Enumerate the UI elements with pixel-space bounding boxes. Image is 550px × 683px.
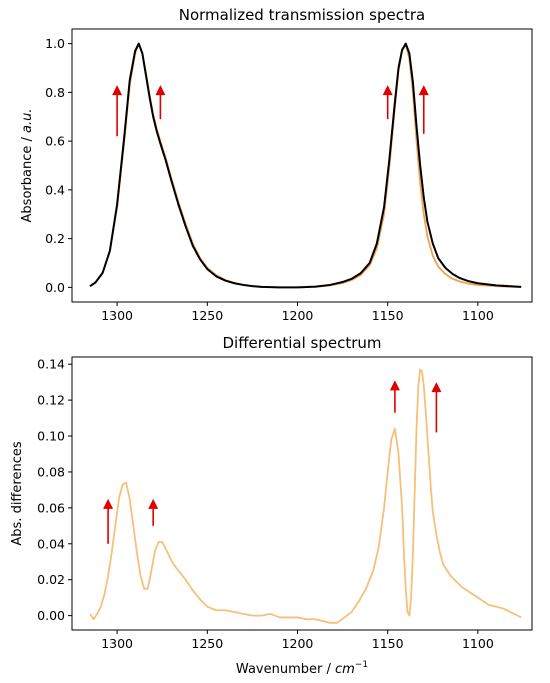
x-tick-label: 1100 xyxy=(462,636,494,651)
y-tick-label: 0.0 xyxy=(45,280,65,295)
annotation-layer xyxy=(103,380,442,544)
y-tick-label: 0.00 xyxy=(37,608,65,623)
chart-differential: Differential spectrum 1300 1250 1200 1150 11… xyxy=(10,334,533,677)
series-layer xyxy=(89,42,522,289)
annotation-arrow xyxy=(431,382,442,433)
annotation-arrow xyxy=(112,85,123,137)
plot-frame xyxy=(71,356,533,631)
series-layer xyxy=(89,368,522,624)
x-tick-label: 1300 xyxy=(101,308,133,323)
annotation-arrow xyxy=(382,85,393,120)
y-tick-label: 0.14 xyxy=(37,357,65,372)
y-axis-label: Absorbance / a.u. xyxy=(20,109,35,223)
y-tick-label: 0.08 xyxy=(37,464,65,479)
x-tick-label: 1250 xyxy=(191,308,223,323)
annotation-arrow xyxy=(418,85,429,134)
x-tick-label: 1250 xyxy=(191,636,223,651)
series-line-1 xyxy=(89,42,522,289)
plot-frame xyxy=(71,28,533,303)
y-tick-label: 0.2 xyxy=(45,231,65,246)
x-axis: 1300 1250 1200 1150 1100 xyxy=(101,630,494,651)
chart-title: Normalized transmission spectra xyxy=(179,6,425,24)
series-line-0 xyxy=(89,42,522,289)
x-tick-label: 1300 xyxy=(101,636,133,651)
annotation-arrow xyxy=(155,85,166,120)
series-line-0 xyxy=(89,368,522,624)
y-tick-label: 1.0 xyxy=(45,36,65,51)
x-tick-label: 1100 xyxy=(462,308,494,323)
x-tick-label: 1200 xyxy=(282,308,314,323)
y-tick-label: 0.04 xyxy=(37,536,65,551)
x-axis: 1300 1250 1200 1150 1100 xyxy=(101,302,494,323)
annotation-arrow xyxy=(103,498,114,544)
x-tick-label: 1150 xyxy=(372,308,404,323)
y-tick-label: 0.8 xyxy=(45,85,65,100)
y-axis-label: Abs. differences xyxy=(10,441,25,545)
y-tick-label: 0.02 xyxy=(37,572,65,587)
y-axis: 0.00 0.02 0.04 0.06 0.08 0.10 0.12 0.14 xyxy=(37,357,72,623)
y-tick-label: 0.10 xyxy=(37,429,65,444)
annotation-layer xyxy=(112,85,429,137)
annotation-arrow xyxy=(148,498,159,526)
y-tick-label: 0.06 xyxy=(37,500,65,515)
x-tick-label: 1150 xyxy=(372,636,404,651)
y-tick-label: 0.6 xyxy=(45,134,65,149)
x-axis-label: Wavenumber / cm−1 xyxy=(236,660,368,677)
chart-transmission: Normalized transmission spectra 1300 1250… xyxy=(20,6,533,323)
y-tick-label: 0.4 xyxy=(45,182,65,197)
y-tick-label: 0.12 xyxy=(37,393,65,408)
annotation-arrow xyxy=(389,380,400,413)
chart-title: Differential spectrum xyxy=(222,334,381,352)
x-tick-label: 1200 xyxy=(282,636,314,651)
y-axis: 0.0 0.2 0.4 0.6 0.8 1.0 xyxy=(45,36,72,295)
